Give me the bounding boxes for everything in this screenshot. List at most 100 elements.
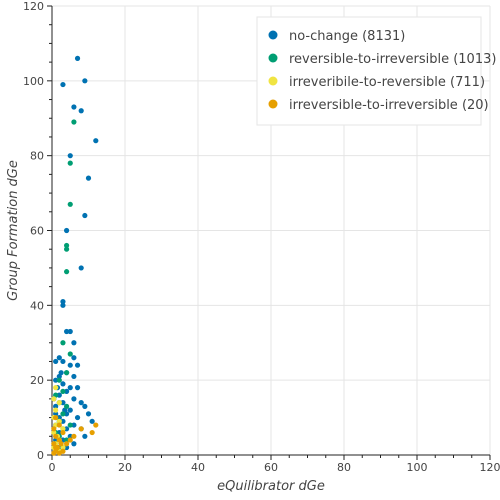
data-point (58, 370, 64, 376)
legend-label: irreveribile-to-reversible (711) (289, 75, 485, 90)
data-point (64, 242, 70, 249)
legend-marker (268, 53, 278, 63)
data-point (56, 414, 62, 421)
data-point (53, 433, 59, 439)
legend-marker (268, 76, 278, 86)
legend-marker (268, 99, 278, 109)
data-point (53, 403, 59, 409)
data-point (82, 433, 88, 439)
data-point (64, 328, 70, 335)
data-point (60, 302, 66, 308)
y-tick-label: 60 (30, 225, 44, 238)
data-point (67, 422, 73, 428)
data-point (56, 392, 62, 398)
data-point (64, 441, 70, 447)
data-point (71, 433, 77, 439)
data-point (93, 422, 99, 428)
data-point (60, 426, 66, 432)
data-point (67, 407, 73, 413)
data-point (64, 437, 70, 443)
x-tick-label: 60 (264, 461, 278, 474)
data-point (71, 119, 77, 125)
legend-label: reversible-to-irreversible (1013) (289, 52, 496, 67)
data-point (78, 400, 84, 406)
data-point (74, 414, 81, 421)
x-tick-label: 100 (407, 461, 428, 474)
data-point (89, 418, 95, 424)
y-tick-label: 120 (23, 0, 44, 13)
x-tick-label: 20 (118, 461, 132, 474)
data-point (78, 426, 84, 432)
data-point (58, 441, 64, 447)
data-point (78, 265, 84, 271)
legend: no-change (8131) reversible-to-irreversib… (256, 16, 496, 126)
legend-label: irreversible-to-irreversible (20) (289, 98, 489, 113)
data-point (60, 381, 66, 387)
data-point (56, 400, 62, 406)
data-point (64, 246, 70, 252)
x-tick-label: 40 (191, 461, 205, 474)
data-point (56, 450, 62, 456)
legend-label: no-change (8131) (289, 29, 405, 44)
data-point (85, 175, 92, 181)
data-point (60, 340, 66, 346)
data-point (53, 385, 59, 391)
data-point (78, 108, 84, 114)
data-point (71, 396, 77, 402)
data-point (71, 441, 77, 447)
data-point (60, 388, 66, 394)
data-point (74, 362, 81, 368)
data-point (56, 355, 62, 361)
data-point (64, 227, 70, 234)
data-point (56, 422, 62, 428)
data-point (71, 373, 77, 380)
data-point (53, 444, 59, 451)
data-point (60, 298, 66, 305)
data-point (64, 403, 70, 409)
data-point (53, 377, 59, 383)
legend-box (256, 16, 482, 126)
y-tick-label: 100 (23, 75, 44, 88)
data-point (74, 55, 81, 61)
data-point (89, 429, 95, 436)
data-point (82, 403, 88, 409)
y-tick-label: 40 (30, 299, 44, 312)
y-tick-label: 0 (37, 449, 44, 462)
data-point (85, 411, 92, 417)
data-point (67, 433, 73, 439)
data-point (64, 269, 70, 275)
data-point (74, 385, 81, 391)
data-point (53, 358, 59, 365)
axes: 0 20 40 60 80 100 120 0 20 40 60 80 100 120 (23, 0, 500, 474)
data-point (56, 377, 62, 383)
data-point (67, 351, 73, 357)
data-point (51, 396, 57, 402)
y-tick-label: 20 (30, 374, 44, 387)
data-points (51, 55, 99, 456)
legend-marker (268, 30, 278, 40)
data-point (51, 426, 57, 432)
data-point (82, 212, 88, 219)
data-point (93, 138, 99, 144)
x-tick-label: 80 (337, 461, 351, 474)
data-point (71, 422, 77, 428)
data-point (67, 328, 73, 335)
data-point (60, 418, 66, 424)
data-point (67, 201, 73, 207)
data-point (71, 104, 77, 110)
data-point (67, 437, 73, 443)
y-axis-title: Group Formation dGe (6, 160, 21, 301)
data-point (51, 450, 57, 456)
data-point (60, 358, 66, 365)
series-3 (51, 414, 99, 456)
data-point (53, 414, 59, 421)
y-tick-label: 80 (30, 150, 44, 163)
data-point (67, 385, 73, 391)
x-axis-title: eQuilibrator dGe (217, 479, 325, 494)
data-point (60, 411, 66, 417)
data-point (53, 407, 59, 413)
data-point (67, 153, 73, 159)
data-point (60, 429, 66, 436)
data-point (82, 78, 88, 84)
